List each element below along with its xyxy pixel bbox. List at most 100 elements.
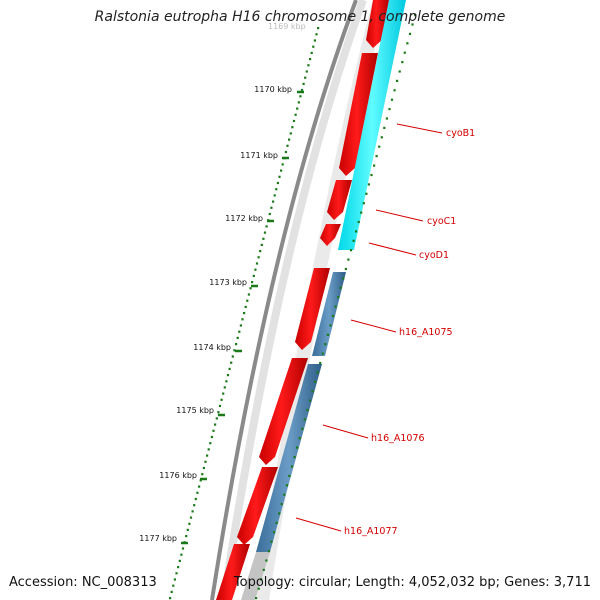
ruler-minor-tick [189, 516, 193, 519]
feature-tick [378, 145, 381, 148]
gene-label-cyoD1[interactable]: cyoD1 [419, 250, 449, 261]
leader-h16-A1076 [322, 424, 369, 439]
cds-cyan [338, 0, 406, 250]
ruler-label: 1175 kbp [176, 406, 214, 415]
feature-tick [265, 559, 268, 562]
feature-blue-2 [256, 364, 322, 552]
ruler-minor-tick [304, 76, 307, 79]
feature-tick [398, 70, 401, 73]
ruler-minor-tick [292, 119, 296, 123]
ruler-major-ticks [181, 90, 304, 545]
ruler-minor-tick [191, 510, 194, 513]
feature-tick [296, 446, 299, 449]
feature-tick [375, 155, 378, 158]
feature-tick [383, 126, 386, 129]
feature-tick [349, 249, 353, 252]
feature-tick [280, 503, 283, 506]
ruler-minor-tick [291, 126, 294, 129]
genome-summary-text: Topology: circular; Length: 4,052,032 bp… [233, 575, 591, 590]
gene-label-h16-A1076[interactable]: h16_A1076 [371, 433, 425, 444]
ruler-minor-tick [233, 349, 236, 352]
feature-tick [365, 192, 368, 195]
ruler-minor-tick [223, 386, 226, 389]
ruler-minor-tick [273, 194, 276, 197]
feature-tick [306, 408, 309, 412]
ruler-minor-tick [236, 336, 239, 339]
feature-tick [273, 531, 276, 534]
feature-tick [283, 493, 286, 496]
gene-label-h16-A1077[interactable]: h16_A1077 [344, 526, 398, 537]
feature-tick [393, 89, 396, 92]
feature-tick [285, 484, 288, 487]
ruler-minor-tick [175, 572, 178, 575]
cds-red-6 [259, 358, 308, 465]
ruler-minor-tick [201, 473, 204, 476]
ruler-minor-tick [209, 442, 212, 445]
ruler-minor-tick [238, 330, 241, 333]
feature-tick [321, 352, 324, 355]
ruler-minor-tick [315, 33, 318, 36]
feature-tick [406, 42, 409, 45]
ruler-minor-tick [249, 287, 252, 290]
feature-tick [255, 597, 258, 600]
feature-tick [388, 108, 391, 111]
ruler-minor-tick [247, 293, 250, 296]
ruler-minor-tick [272, 200, 275, 203]
ruler-minor-tick [214, 423, 217, 426]
ruler-label: 1176 kbp [159, 471, 197, 480]
feature-tick [344, 267, 347, 271]
ruler-minor-tick [193, 504, 196, 507]
ruler-minor-tick [239, 324, 242, 327]
feature-tick [303, 418, 306, 421]
feature-tick [380, 136, 383, 139]
ruler-minor-tick [222, 392, 225, 395]
feature-tick [267, 550, 270, 553]
ruler-minor-tick [185, 535, 188, 538]
feature-tick [408, 32, 412, 35]
ruler-minor-tick [284, 150, 287, 154]
ruler-minor-tick [243, 312, 246, 315]
ruler-minor-tick [172, 584, 175, 587]
ruler-minor-tick [286, 144, 289, 147]
feature-tick [396, 79, 399, 82]
ruler-minor-tick [186, 528, 189, 531]
accession-text: Accession: NC_008313 [9, 575, 157, 590]
ruler-minor-tick [194, 497, 197, 501]
feature-tick [262, 568, 265, 571]
feature-tick [278, 512, 281, 515]
feature-blue-track [256, 272, 346, 552]
forward-cds-track [216, 0, 389, 600]
ruler-minor-tick [317, 27, 320, 30]
ruler-minor-tick [188, 522, 191, 525]
ruler-minor-tick [225, 380, 228, 383]
ruler-minor-tick [312, 45, 315, 48]
feature-tick [331, 314, 335, 318]
ruler-minor-tick [257, 256, 260, 259]
ruler-label: 1173 kbp [209, 278, 247, 287]
ruler-minor-tick [215, 417, 218, 420]
ruler-minor-tick [262, 237, 265, 240]
ruler-minor-tick [231, 355, 234, 358]
ruler-minor-tick [300, 89, 304, 92]
map-title: Ralstonia eutropha H16 chromosome 1, com… [94, 9, 506, 25]
feature-tick [270, 540, 273, 543]
feature-tick [367, 183, 370, 186]
feature-blue-1 [312, 272, 346, 356]
gene-label-cyoB1[interactable]: cyoB1 [446, 128, 475, 139]
backbone-arc [210, 0, 358, 600]
gene-label-cyoC1[interactable]: cyoC1 [427, 216, 456, 227]
ruler-minor-tick [254, 268, 257, 271]
ruler-minor-tick [181, 547, 185, 550]
gene-label-h16-A1075[interactable]: h16_A1075 [399, 327, 453, 338]
ruler-minor-tick [212, 429, 215, 432]
feature-tick [385, 117, 388, 120]
ruler-label: 1174 kbp [193, 343, 231, 352]
ruler-minor-tick [263, 231, 267, 234]
feature-tick [370, 173, 373, 177]
ruler-minor-tick [252, 274, 255, 277]
ruler-minor-tick [294, 113, 297, 116]
ruler-minor-tick [210, 435, 213, 439]
ruler-minor-tick [206, 454, 209, 457]
feature-tick [257, 587, 260, 590]
cds-red-1 [366, 0, 389, 48]
